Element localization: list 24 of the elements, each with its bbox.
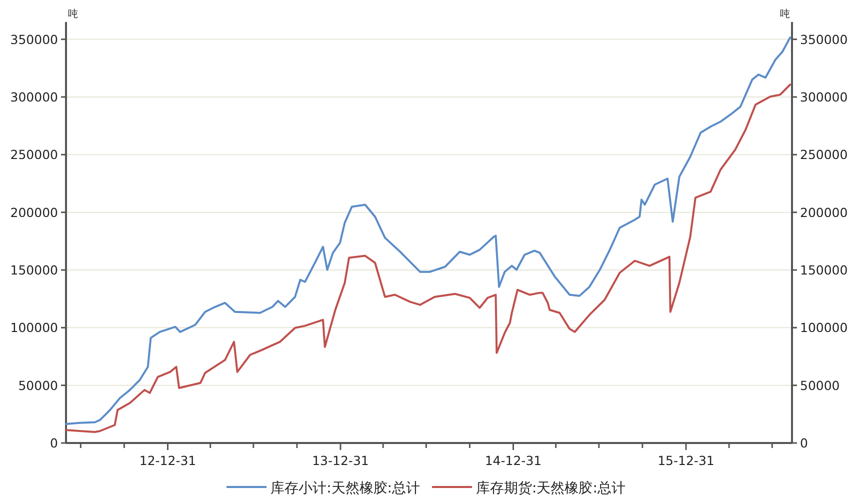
y2-tick-label: 150000 xyxy=(800,262,848,278)
legend-label: 库存小计:天然橡胶:总计 xyxy=(270,480,420,495)
x-tick-label: 12-12-31 xyxy=(139,453,196,468)
y2-tick-label: 250000 xyxy=(800,147,848,162)
y-tick-label: 50000 xyxy=(18,378,58,393)
y2-tick-label: 300000 xyxy=(800,89,848,104)
y-tick-label: 300000 xyxy=(10,89,58,104)
y2-tick-label: 0 xyxy=(800,436,808,450)
y2-tick-label: 350000 xyxy=(800,32,848,47)
y-tick-label: 0 xyxy=(50,436,58,450)
y2-axis-title: 吨 xyxy=(780,8,790,20)
y2-tick-label: 100000 xyxy=(800,320,848,336)
y-tick-label: 350000 xyxy=(10,32,58,47)
y-tick-label: 100000 xyxy=(10,320,58,336)
y-tick-label: 150000 xyxy=(10,262,58,278)
x-tick-label: 15-12-31 xyxy=(658,453,714,468)
y-axis-title: 吨 xyxy=(68,8,78,20)
x-tick-label: 14-12-31 xyxy=(484,453,542,468)
x-tick-label: 13-12-31 xyxy=(312,453,369,468)
y-tick-label: 200000 xyxy=(10,204,58,220)
y2-tick-label: 50000 xyxy=(800,378,840,393)
y2-tick-label: 200000 xyxy=(800,204,848,220)
y-tick-label: 250000 xyxy=(10,147,58,162)
legend-label: 库存期货:天然橡胶:总计 xyxy=(476,480,626,495)
